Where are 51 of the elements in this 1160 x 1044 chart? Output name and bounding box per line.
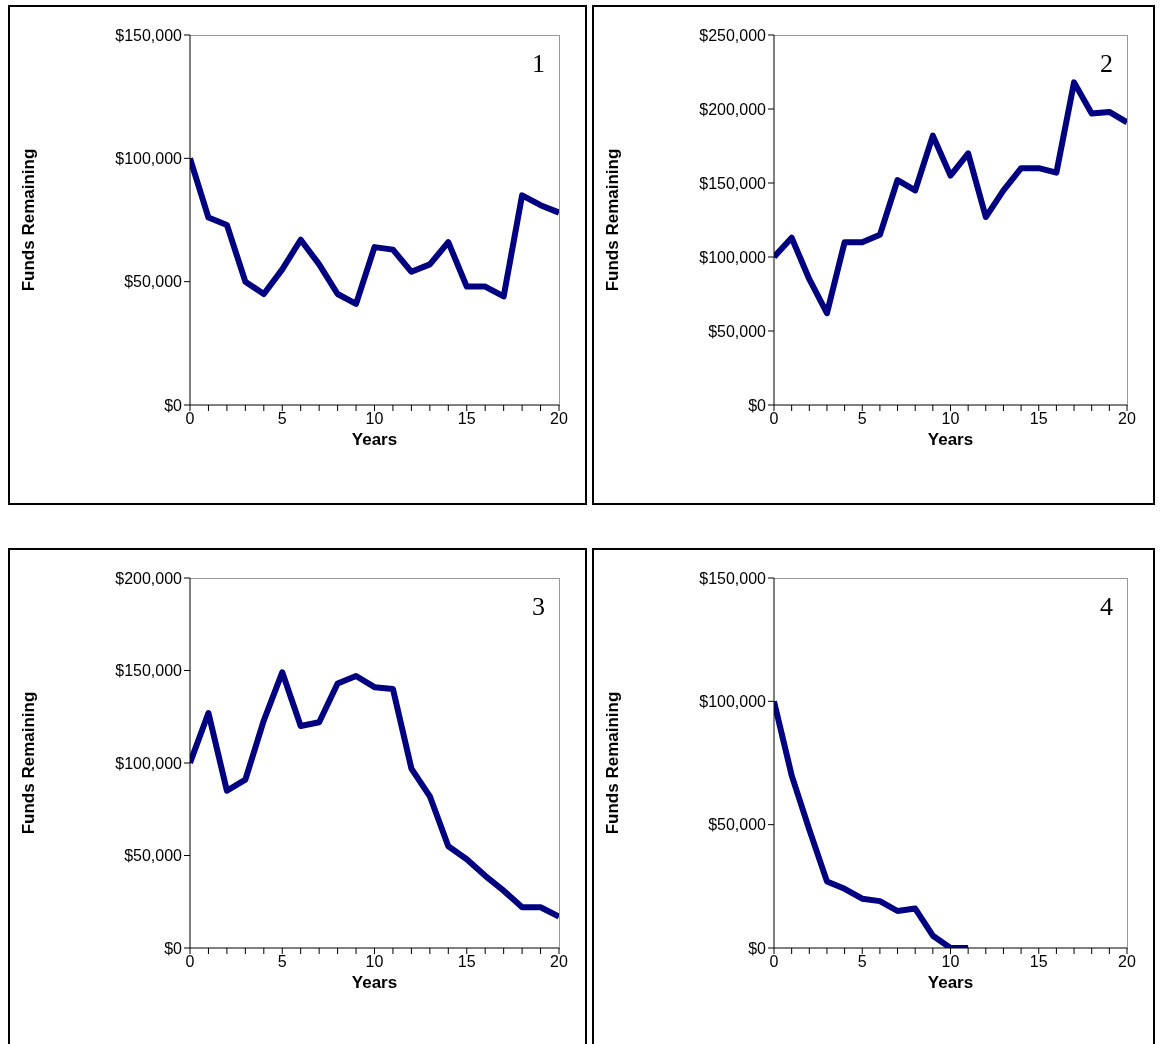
y-axis-title: Funds Remaining: [603, 691, 623, 835]
x-tick-label: 10: [941, 953, 960, 971]
x-tick-label: 0: [185, 953, 195, 971]
y-tick-label: $150,000: [699, 174, 767, 192]
y-tick-label: $100,000: [699, 248, 767, 266]
x-axis-title: Years: [927, 430, 974, 449]
y-tick-label: $200,000: [699, 100, 767, 118]
y-tick-label: $150,000: [699, 569, 767, 587]
x-tick-label: 20: [1118, 410, 1136, 428]
x-axis-title: Years: [927, 973, 974, 992]
y-tick-label: $0: [748, 396, 767, 414]
x-tick-label: 15: [457, 410, 476, 428]
y-tick-label: $150,000: [115, 662, 183, 680]
y-tick-label: $100,000: [699, 693, 767, 711]
x-axis-title: Years: [351, 430, 398, 449]
x-tick-label: 20: [550, 953, 568, 971]
x-tick-label: 5: [857, 410, 867, 428]
x-tick-label: 0: [185, 410, 195, 428]
y-tick-label: $100,000: [115, 754, 183, 772]
y-axis-title: Funds Remaining: [603, 148, 623, 292]
x-tick-label: 0: [769, 953, 779, 971]
annotation: 2: [1100, 49, 1113, 79]
y-tick-label: $0: [748, 939, 767, 957]
y-tick-label: $200,000: [115, 569, 183, 587]
x-axis-title: Years: [351, 973, 398, 992]
y-axis-title: Funds Remaining: [19, 148, 39, 292]
y-tick-label: $0: [164, 939, 183, 957]
annotation: 4: [1100, 592, 1113, 622]
x-tick-label: 5: [277, 410, 287, 428]
annotation: 1: [532, 49, 545, 79]
x-tick-label: 10: [365, 953, 384, 971]
x-tick-label: 10: [941, 410, 960, 428]
y-axis-title: Funds Remaining: [19, 691, 39, 835]
x-tick-label: 5: [857, 953, 867, 971]
x-tick-label: 15: [1029, 410, 1048, 428]
y-tick-label: $50,000: [124, 273, 183, 291]
x-tick-label: 10: [365, 410, 384, 428]
annotation: 3: [532, 592, 545, 622]
y-tick-label: $50,000: [708, 816, 767, 834]
y-tick-label: $150,000: [115, 26, 183, 44]
y-tick-label: $0: [164, 396, 183, 414]
x-tick-label: 15: [457, 953, 476, 971]
x-tick-label: 5: [277, 953, 287, 971]
y-tick-label: $50,000: [124, 847, 183, 865]
x-tick-label: 15: [1029, 953, 1048, 971]
x-tick-label: 0: [769, 410, 779, 428]
y-tick-label: $100,000: [115, 150, 183, 168]
y-tick-label: $250,000: [699, 26, 767, 44]
x-tick-label: 20: [1118, 953, 1136, 971]
y-tick-label: $50,000: [708, 322, 767, 340]
x-tick-label: 20: [550, 410, 568, 428]
